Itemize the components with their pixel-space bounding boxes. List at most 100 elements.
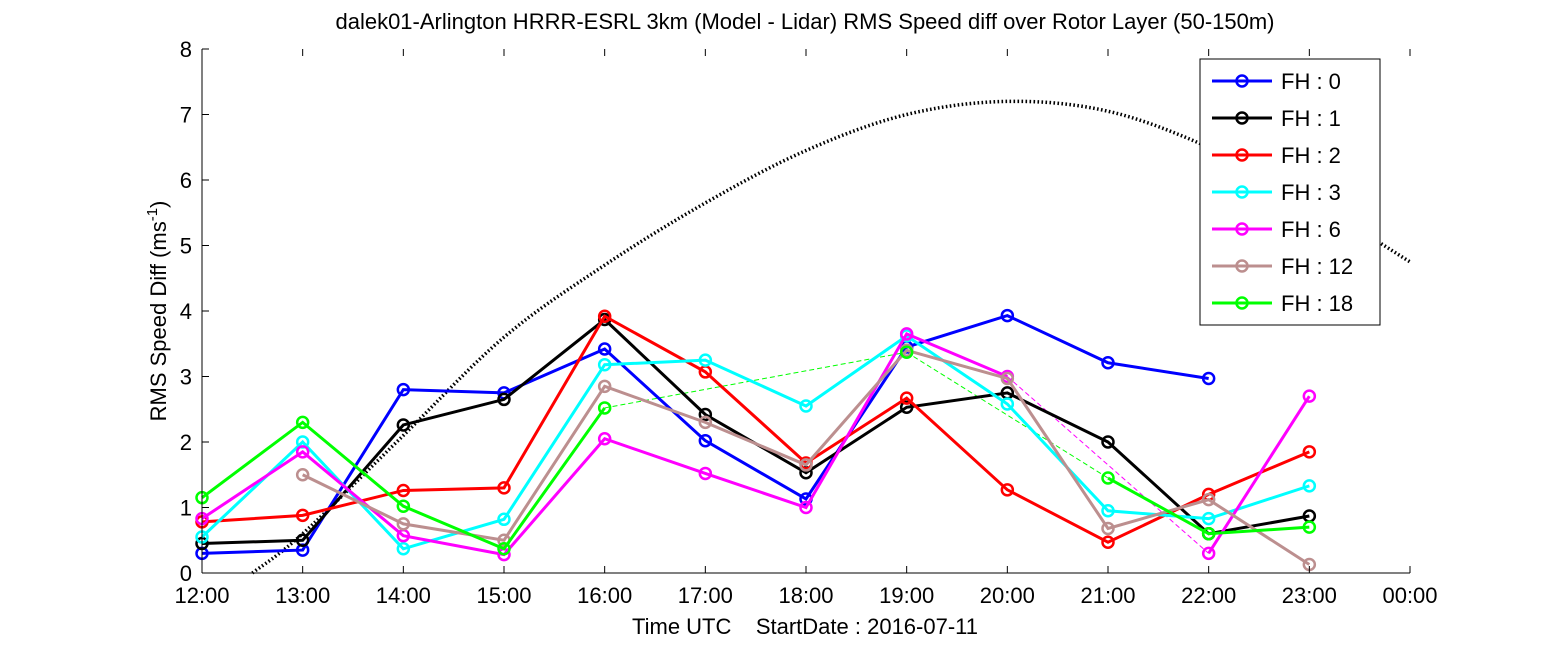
- data-point: [1201, 371, 1216, 386]
- data-point: [396, 542, 411, 556]
- data-point: [1201, 492, 1216, 507]
- x-ticks: 12:00 13:00 14:00 15:00 16:00 17:00 18:00 19:00…: [174, 49, 1438, 608]
- y-axis-label-close: ): [146, 201, 171, 208]
- x-tick-label: 21:00: [1080, 583, 1135, 608]
- data-point: [899, 345, 914, 360]
- x-tick-label: 18:00: [778, 583, 833, 608]
- data-point: [1302, 389, 1317, 403]
- legend: FH : 0 FH : 1 FH : 2 FH : 3 FH : 6 FH : 12 FH …: [1199, 58, 1381, 326]
- y-axis-label-main: RMS Speed Diff (ms: [146, 221, 171, 421]
- legend-label: FH : 1: [1281, 106, 1341, 131]
- y-tick-label: 1: [180, 496, 192, 521]
- legend-label: FH : 6: [1281, 217, 1341, 242]
- data-point: [1101, 521, 1115, 536]
- data-point: [295, 445, 310, 459]
- chart-title: dalek01-Arlington HRRR-ESRL 3km (Model -…: [335, 9, 1274, 34]
- data-point: [1302, 445, 1317, 459]
- data-point: [698, 407, 713, 422]
- gap-connector-layer: [604, 351, 1209, 554]
- x-tick-label: 17:00: [678, 583, 733, 608]
- y-axis-label: RMS Speed Diff (ms-1): [144, 201, 171, 422]
- y-tick-label: 3: [180, 365, 192, 390]
- data-point: [1201, 511, 1216, 526]
- data-point: [698, 466, 713, 481]
- data-point: [597, 431, 612, 446]
- x-tick-label: 22:00: [1181, 583, 1236, 608]
- data-point: [597, 342, 612, 356]
- data-point: [497, 542, 511, 556]
- series-6: [195, 345, 1317, 556]
- x-tick-label: 13:00: [275, 583, 330, 608]
- legend-items: FH : 0 FH : 1 FH : 2 FH : 3 FH : 6 FH : 12 FH …: [1212, 69, 1353, 316]
- y-tick-label: 5: [180, 234, 192, 259]
- series-line: [201, 332, 1008, 557]
- legend-swatch-marker: [1235, 296, 1249, 310]
- series-line: [1207, 395, 1311, 555]
- legend-label: FH : 2: [1281, 143, 1341, 168]
- y-tick-label: 8: [180, 37, 192, 62]
- data-point: [295, 415, 310, 430]
- series-layer: [195, 308, 1317, 572]
- series-line: [1107, 476, 1310, 536]
- y-ticks: 0 1 2 3 4 5 6 7 8: [180, 37, 209, 586]
- legend-label: FH : 18: [1281, 291, 1353, 316]
- y-tick-label: 6: [180, 168, 192, 193]
- legend-swatch-marker: [1235, 222, 1249, 236]
- data-point: [1302, 479, 1317, 493]
- data-point: [497, 512, 511, 527]
- x-tick-label: 12:00: [174, 583, 229, 608]
- legend-swatch-marker: [1235, 111, 1249, 125]
- data-point: [597, 357, 612, 372]
- data-point: [698, 433, 713, 448]
- data-point: [899, 400, 914, 415]
- data-point: [295, 533, 310, 547]
- data-point: [1101, 355, 1115, 370]
- x-axis-label: Time UTC StartDate : 2016-07-11: [632, 614, 978, 639]
- legend-label: FH : 3: [1281, 180, 1341, 205]
- x-tick-label: 16:00: [577, 583, 632, 608]
- y-axis-label-sup: -1: [144, 208, 161, 221]
- data-point: [597, 309, 612, 323]
- x-tick-label: 20:00: [980, 583, 1035, 608]
- series-line: [201, 313, 1209, 555]
- data-point: [597, 379, 612, 394]
- data-point: [295, 508, 310, 523]
- data-point: [396, 499, 411, 513]
- series-line: [201, 314, 1310, 544]
- series-gap-connector: [1007, 376, 1209, 554]
- data-point: [1000, 483, 1015, 497]
- series-line: [200, 334, 1310, 551]
- series-gap-connector: [604, 351, 907, 409]
- data-point: [799, 399, 813, 413]
- reference-curve-layer: [251, 99, 1411, 575]
- legend-label: FH : 0: [1281, 69, 1341, 94]
- data-point: [899, 391, 914, 405]
- legend-swatch-marker: [1235, 185, 1249, 199]
- legend-swatch-marker: [1235, 74, 1249, 88]
- data-point: [1000, 397, 1015, 411]
- data-point: [1101, 471, 1115, 485]
- y-tick-label: 4: [180, 299, 192, 324]
- data-point: [396, 382, 411, 397]
- legend-label: FH : 12: [1281, 254, 1353, 279]
- y-tick-label: 0: [180, 561, 192, 586]
- data-point: [1101, 535, 1115, 549]
- data-point: [1302, 520, 1317, 534]
- data-point: [1000, 371, 1015, 386]
- data-point: [396, 418, 411, 432]
- y-tick-label: 2: [180, 430, 192, 455]
- data-point: [597, 401, 612, 415]
- data-point: [698, 415, 713, 430]
- data-point: [799, 500, 813, 515]
- data-point: [1201, 546, 1216, 561]
- reference-curve: [251, 99, 1411, 575]
- series-4: [195, 327, 1317, 562]
- data-point: [1000, 308, 1015, 323]
- data-point: [497, 481, 511, 495]
- legend-swatch-marker: [1235, 148, 1249, 162]
- data-point: [698, 353, 713, 367]
- x-tick-label: 19:00: [879, 583, 934, 608]
- data-point: [396, 483, 411, 498]
- data-point: [899, 327, 914, 341]
